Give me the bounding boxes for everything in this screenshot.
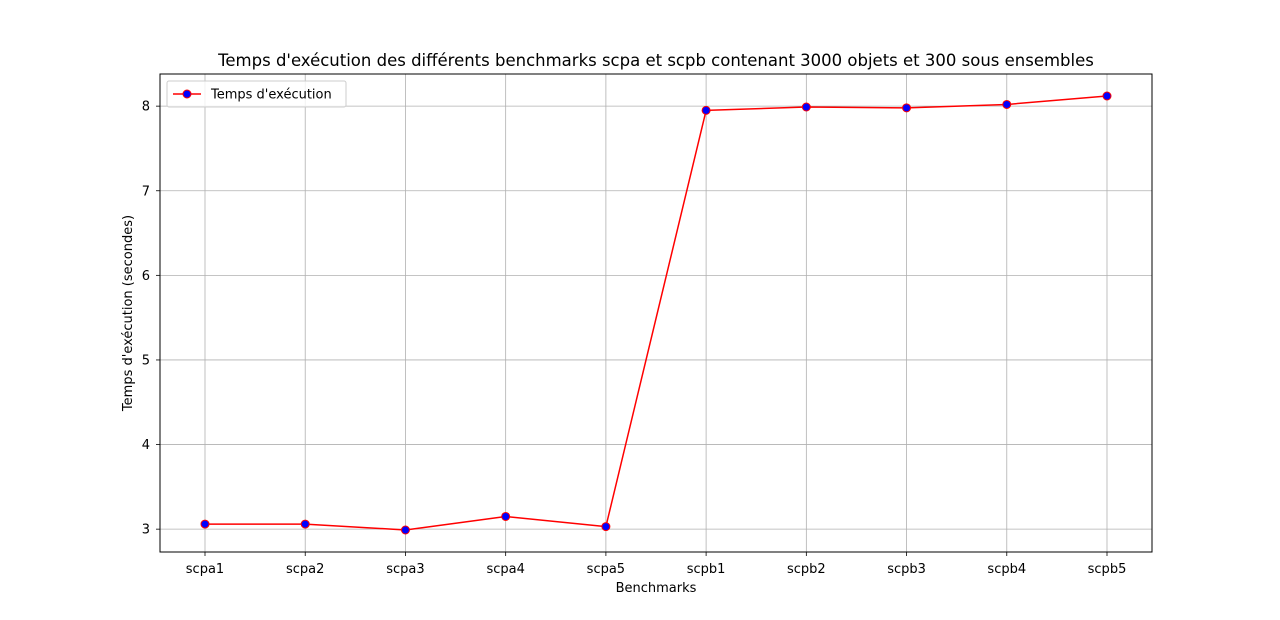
y-tick-label: 8: [142, 100, 150, 115]
x-tick-label: scpa2: [286, 562, 324, 577]
data-point: [902, 103, 912, 113]
x-axis: scpa1 scpa2 scpa3 scpa4 scpa5 scpb1 scpb2 scpb3…: [186, 552, 1127, 577]
data-point: [400, 525, 410, 535]
data-point: [701, 105, 711, 115]
y-axis-label: Temps d'exécution (secondes): [121, 215, 136, 412]
x-tick-label: scpa4: [486, 562, 524, 577]
x-tick-label: scpb4: [987, 562, 1026, 577]
x-tick-label: scpb5: [1088, 562, 1127, 577]
data-point: [601, 522, 611, 532]
series-layer: [200, 91, 1112, 535]
plot-frame: [159, 73, 1153, 553]
series-line: [205, 95, 1108, 531]
x-tick-label: scpa1: [186, 562, 224, 577]
y-tick-label: 3: [142, 523, 150, 538]
chart-title: Temps d'exécution des différents benchma…: [217, 51, 1094, 70]
x-tick-label: scpb2: [787, 562, 826, 577]
data-point: [1002, 99, 1012, 109]
data-point: [501, 511, 511, 521]
y-tick-label: 4: [142, 438, 150, 453]
y-tick-label: 5: [142, 353, 150, 368]
grid: [160, 74, 1152, 552]
legend: Temps d'exécution: [166, 80, 347, 108]
data-point: [1102, 91, 1112, 101]
data-point: [200, 519, 210, 529]
x-axis-label: Benchmarks: [616, 581, 697, 596]
y-tick-label: 7: [142, 184, 150, 199]
x-tick-label: scpb3: [887, 562, 926, 577]
y-tick-label: 6: [142, 269, 150, 284]
legend-marker-swatch: [182, 89, 192, 99]
y-axis: 3 4 5 6 7 8: [142, 100, 160, 538]
data-point: [300, 519, 310, 529]
legend-label: Temps d'exécution: [210, 88, 332, 103]
x-tick-label: scpa3: [386, 562, 424, 577]
x-tick-label: scpb1: [687, 562, 726, 577]
legend-box: [166, 80, 347, 108]
data-point: [801, 102, 811, 112]
x-tick-label: scpa5: [587, 562, 625, 577]
